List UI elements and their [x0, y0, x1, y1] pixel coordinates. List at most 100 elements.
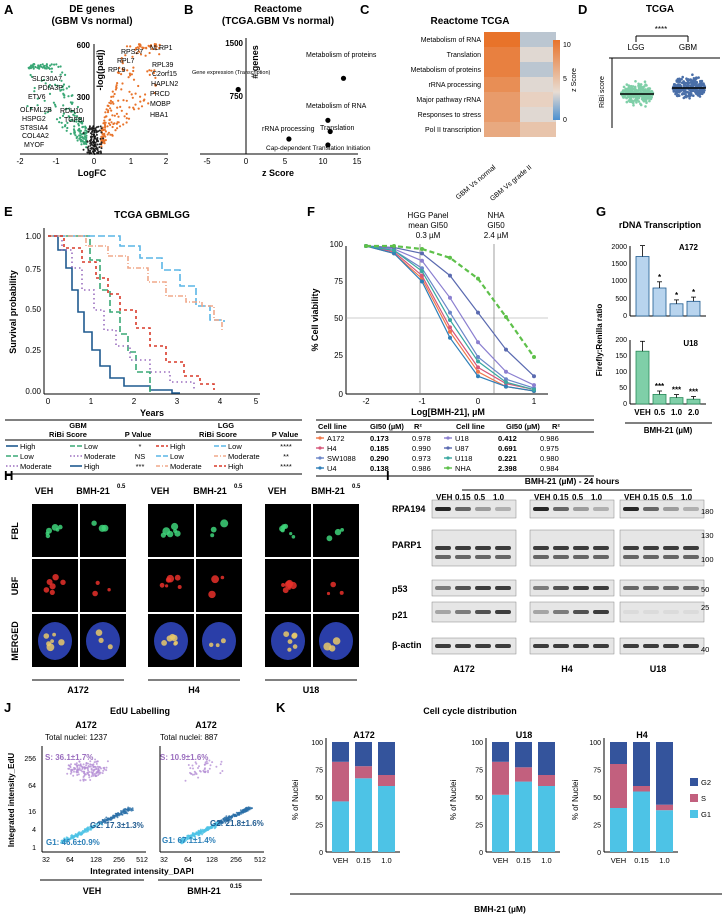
edu-point	[122, 809, 125, 812]
j-left-g2: G2: 17.3±1.3%	[90, 821, 144, 830]
edu-point	[92, 763, 95, 766]
f-ann2: 2.4 µM	[484, 231, 509, 240]
edu-point	[105, 769, 108, 772]
i-protein-label: p21	[392, 610, 408, 620]
edu-point	[97, 767, 100, 770]
f-ann1: HGG Panel	[408, 211, 449, 220]
volcano-point	[120, 88, 123, 91]
volcano-point	[42, 65, 45, 68]
g-ylabel: Firefly:Renilla ratio	[595, 304, 604, 377]
a-title: DE genes	[69, 4, 115, 15]
d-title: TCGA	[646, 4, 674, 15]
k-ylabel: % of Nuclei	[291, 780, 300, 821]
volcano-point	[132, 106, 135, 109]
volcano-point	[61, 126, 64, 129]
edu-point	[90, 768, 93, 771]
k-ytick: 50	[593, 795, 601, 802]
e-legend-score: RiBi Score	[49, 430, 87, 439]
nucleolus-spot	[220, 638, 226, 644]
e-ytick: 0.00	[25, 387, 41, 396]
blot-strip	[619, 499, 705, 519]
dose-point	[420, 266, 424, 271]
blot-band	[553, 507, 569, 511]
volcano-point	[60, 121, 63, 124]
dose-point	[448, 255, 452, 260]
volcano-point	[158, 53, 161, 56]
volcano-point	[73, 132, 76, 135]
k-ytick: 100	[471, 740, 483, 747]
dose-point	[476, 276, 480, 281]
e-legend-score: RiBi Score	[199, 430, 237, 439]
edu-point	[93, 768, 96, 771]
volcano-point-ns	[91, 141, 94, 143]
k-bar-s	[332, 761, 349, 802]
blot-band	[643, 555, 659, 559]
volcano-point	[135, 46, 138, 50]
edu-point	[207, 769, 209, 772]
edu-point	[191, 837, 194, 840]
volcano-point	[158, 43, 161, 47]
dose-point	[504, 384, 508, 389]
volcano-point	[124, 54, 127, 57]
edu-point	[93, 761, 96, 764]
a-gene-label: RPL39	[152, 62, 174, 69]
h-col-label: BMH-21	[193, 486, 227, 496]
volcano-point	[48, 83, 52, 87]
volcano-point-ns	[96, 130, 99, 133]
edu-point	[216, 821, 219, 824]
volcano-point-ns	[91, 147, 93, 149]
a-xlabel: LogFC	[78, 168, 107, 178]
f-table-body: A172 0.173 0.978 H4 0.185 0.990 SW1088 0.290 0.9…	[316, 434, 559, 473]
blot-band	[533, 644, 549, 648]
volcano-point-ns	[88, 126, 91, 129]
violin-dot	[632, 104, 635, 107]
nucleolus-spot	[101, 524, 109, 532]
violin-dot	[691, 88, 694, 92]
nucleolus-spot	[330, 581, 337, 588]
volcano-point-ns	[91, 130, 94, 133]
g-bar	[652, 287, 667, 317]
edu-point	[69, 772, 72, 775]
edu-point	[83, 766, 86, 769]
f-ann2: NHA	[488, 211, 506, 220]
nucleolus-spot	[58, 639, 65, 646]
volcano-point	[130, 73, 133, 76]
volcano-point-ns	[88, 139, 91, 142]
dose-point	[504, 380, 508, 385]
e-gbm-moderate-curve	[48, 235, 195, 390]
volcano-point-ns	[95, 126, 98, 129]
blot-band	[663, 610, 679, 614]
f-table-cell: 0.221	[498, 454, 517, 463]
violin-dot	[639, 103, 643, 107]
edu-point	[245, 806, 248, 809]
violin-dot	[628, 95, 631, 98]
blot-band	[495, 507, 511, 511]
dose-point	[476, 310, 480, 315]
heatmap-cell	[520, 122, 556, 137]
k-bar-s	[538, 775, 555, 786]
volcano-point	[107, 109, 110, 112]
a-gene-label: HAPLN2	[151, 81, 178, 88]
i-mw: 100	[701, 555, 714, 564]
edu-point	[192, 767, 194, 770]
edu-point	[88, 828, 91, 831]
nucleolus-spot	[51, 524, 59, 531]
reactome-point	[340, 75, 347, 81]
blot-strip	[431, 601, 517, 623]
edu-point	[93, 773, 96, 775]
blot-strip	[529, 601, 615, 623]
edu-point	[246, 809, 249, 812]
blot-band	[683, 610, 699, 614]
a-ylabel: -log(padj)	[95, 50, 105, 91]
e-legend-item: High	[228, 462, 243, 471]
volcano-point	[76, 139, 79, 142]
edu-point	[67, 837, 70, 840]
a-xtick: -2	[16, 157, 24, 166]
a-xtick: 1	[129, 157, 134, 166]
j-right-s: S: 10.9±1.6%	[160, 753, 208, 762]
dose-curve-nha	[366, 244, 535, 358]
edu-point	[199, 829, 202, 832]
edu-point	[193, 832, 196, 835]
j-xtick: 512	[254, 857, 266, 864]
edu-point	[220, 760, 223, 763]
